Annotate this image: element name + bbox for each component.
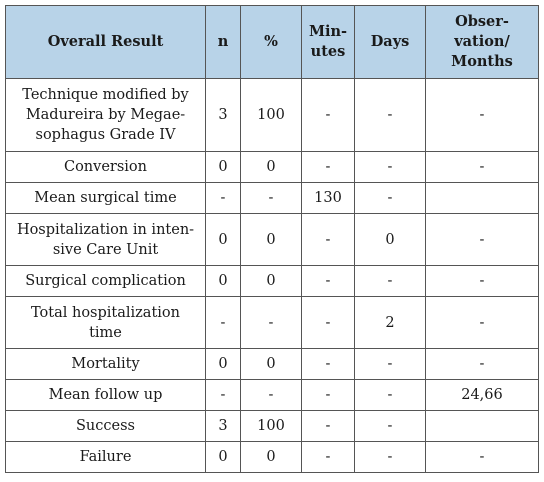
cell-observation: 24,66 [425, 379, 539, 411]
cell-minutes: - [301, 348, 355, 380]
cell-minutes: - [301, 379, 355, 411]
cell-minutes: - [301, 151, 355, 183]
cell-minutes: - [301, 296, 355, 349]
cell-n: 3 [205, 410, 241, 442]
cell-minutes: - [301, 213, 355, 266]
table-row: Hospitalization in inten- sive Care Unit… [5, 213, 539, 266]
cell-observation [425, 410, 539, 442]
cell-percent: - [240, 379, 302, 411]
cell-days: - [354, 348, 426, 380]
header-overall-result: Overall Result [5, 5, 206, 79]
cell-minutes: - [301, 78, 355, 152]
cell-percent: 0 [240, 213, 302, 266]
header-row: Overall Result n % Min- utes Days Obser-… [5, 5, 539, 79]
cell-percent: 0 [240, 151, 302, 183]
overall-results-table: Overall Result n % Min- utes Days Obser-… [5, 5, 539, 473]
cell-days: 2 [354, 296, 426, 349]
table-row: Total hospitalization time - - - 2 - [5, 296, 539, 349]
cell-n: 0 [205, 441, 241, 473]
cell-observation: - [425, 348, 539, 380]
cell-observation: - [425, 151, 539, 183]
cell-days: 0 [354, 213, 426, 266]
cell-minutes: 130 [301, 182, 355, 214]
cell-days: - [354, 410, 426, 442]
cell-observation: - [425, 265, 539, 297]
row-label: Surgical complication [5, 265, 206, 297]
row-label: Mortality [5, 348, 206, 380]
row-label: Mean follow up [5, 379, 206, 411]
row-label: Failure [5, 441, 206, 473]
cell-percent: 0 [240, 265, 302, 297]
cell-minutes: - [301, 265, 355, 297]
cell-percent: - [240, 296, 302, 349]
cell-minutes: - [301, 410, 355, 442]
cell-observation: - [425, 78, 539, 152]
cell-days: - [354, 441, 426, 473]
table-row: Failure 0 0 - - - [5, 441, 539, 473]
table-header: Overall Result n % Min- utes Days Obser-… [5, 5, 539, 79]
cell-n: 0 [205, 213, 241, 266]
results-table-container: Overall Result n % Min- utes Days Obser-… [5, 5, 539, 473]
cell-percent: 0 [240, 441, 302, 473]
row-label: Total hospitalization time [5, 296, 206, 349]
row-label: Hospitalization in inten- sive Care Unit [5, 213, 206, 266]
header-observation-months: Obser- vation/ Months [425, 5, 539, 79]
cell-minutes: - [301, 441, 355, 473]
table-row: Surgical complication 0 0 - - - [5, 265, 539, 297]
cell-n: 0 [205, 151, 241, 183]
table-row: Success 3 100 - - [5, 410, 539, 442]
cell-observation [425, 182, 539, 214]
header-days: Days [354, 5, 426, 79]
cell-observation: - [425, 296, 539, 349]
cell-observation: - [425, 441, 539, 473]
cell-n: - [205, 379, 241, 411]
cell-days: - [354, 151, 426, 183]
cell-n: 3 [205, 78, 241, 152]
cell-days: - [354, 78, 426, 152]
cell-n: - [205, 296, 241, 349]
row-label: Mean surgical time [5, 182, 206, 214]
cell-n: 0 [205, 265, 241, 297]
table-row: Mean surgical time - - 130 - [5, 182, 539, 214]
cell-observation: - [425, 213, 539, 266]
cell-days: - [354, 379, 426, 411]
table-row: Mortality 0 0 - - - [5, 348, 539, 380]
row-label: Success [5, 410, 206, 442]
row-label: Technique modified by Madureira by Megae… [5, 78, 206, 152]
row-label: Conversion [5, 151, 206, 183]
cell-percent: 0 [240, 348, 302, 380]
cell-percent: - [240, 182, 302, 214]
table-row: Conversion 0 0 - - - [5, 151, 539, 183]
cell-n: - [205, 182, 241, 214]
header-minutes: Min- utes [301, 5, 355, 79]
table-body: Technique modified by Madureira by Megae… [5, 78, 539, 473]
header-n: n [205, 5, 241, 79]
cell-days: - [354, 182, 426, 214]
table-row: Mean follow up - - - - 24,66 [5, 379, 539, 411]
table-row: Technique modified by Madureira by Megae… [5, 78, 539, 152]
header-percent: % [240, 5, 302, 79]
cell-percent: 100 [240, 410, 302, 442]
cell-n: 0 [205, 348, 241, 380]
cell-days: - [354, 265, 426, 297]
cell-percent: 100 [240, 78, 302, 152]
